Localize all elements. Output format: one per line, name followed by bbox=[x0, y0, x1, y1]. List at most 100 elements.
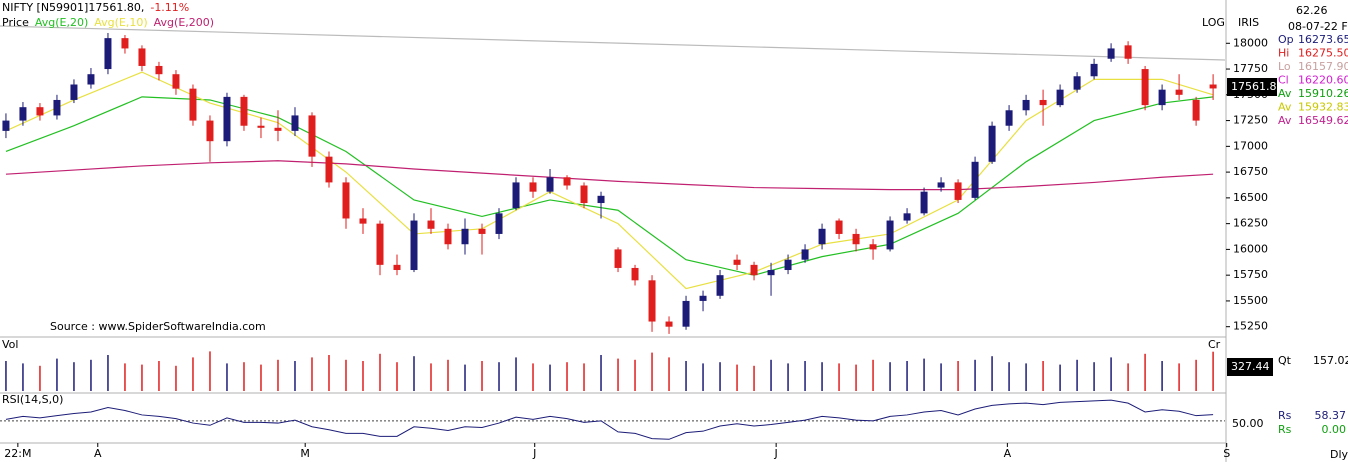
header: NIFTY [N59901]17561.80, -1.11% bbox=[2, 1, 189, 14]
candle-body bbox=[240, 96, 248, 126]
candle-body bbox=[410, 220, 418, 271]
candle-body bbox=[665, 321, 673, 327]
candle-body bbox=[1107, 48, 1115, 59]
legend: Price Avg(E,20) Avg(E,10) Avg(E,200) bbox=[2, 16, 214, 29]
source: Source : www.SpiderSoftwareIndia.com bbox=[50, 320, 266, 333]
candle-body bbox=[1005, 110, 1013, 126]
y-tick-label: 18000 bbox=[1233, 36, 1268, 49]
volume-last: 327.44 bbox=[1231, 360, 1270, 373]
y-tick-label: 16000 bbox=[1233, 242, 1268, 255]
candle-body bbox=[886, 220, 894, 250]
candle-body bbox=[1090, 63, 1098, 77]
rsi-label: RSI(14,S,0) bbox=[2, 393, 63, 406]
legend-entry: Avg(E,200) bbox=[154, 16, 214, 29]
candle-body bbox=[36, 107, 44, 116]
y-tick-label: 16500 bbox=[1233, 191, 1268, 204]
candle-body bbox=[121, 38, 129, 49]
trend-line bbox=[0, 25, 1226, 61]
legend-price: Price bbox=[2, 16, 29, 29]
info-value: 15932.83 bbox=[1298, 101, 1348, 114]
info-date: 08-07-22 Fri bbox=[1288, 20, 1348, 33]
info-label: Av bbox=[1278, 114, 1292, 127]
candle-body bbox=[971, 161, 979, 198]
info-label: Av bbox=[1278, 87, 1292, 100]
candle-body bbox=[393, 264, 401, 271]
indicator: IRIS bbox=[1238, 16, 1259, 29]
candle-body bbox=[563, 177, 571, 186]
y-tick-label: 17750 bbox=[1233, 62, 1268, 75]
volume-unit: Cr bbox=[1208, 338, 1221, 351]
x-tick-label: J bbox=[774, 447, 778, 460]
info-label: Lo bbox=[1278, 60, 1291, 73]
moving-average bbox=[5, 71, 1214, 290]
candle-body bbox=[546, 177, 554, 192]
info-label: Cl bbox=[1278, 74, 1289, 87]
y-tick-label: 16750 bbox=[1233, 165, 1268, 178]
info-value: 16273.65 bbox=[1298, 33, 1348, 46]
candle-body bbox=[937, 182, 945, 188]
candle-body bbox=[70, 84, 78, 100]
candle-body bbox=[427, 220, 435, 229]
y-tick-label: 16250 bbox=[1233, 217, 1268, 230]
moving-average bbox=[5, 96, 1214, 276]
change: -1.11% bbox=[150, 1, 189, 14]
volume-last-box bbox=[1227, 358, 1273, 376]
rsi-readout-label: Rs bbox=[1278, 423, 1292, 436]
candle-body bbox=[954, 182, 962, 200]
y-tick-label: 17250 bbox=[1233, 114, 1268, 127]
candle-body bbox=[342, 182, 350, 219]
info-label: Av bbox=[1278, 101, 1292, 114]
candle-body bbox=[19, 107, 27, 121]
scale-mode: LOG bbox=[1202, 16, 1225, 29]
candle-body bbox=[767, 270, 775, 276]
candle-body bbox=[818, 228, 826, 245]
rsi-readout-label: Rs bbox=[1278, 409, 1292, 422]
candle-body bbox=[274, 127, 282, 131]
candle-body bbox=[2, 120, 10, 131]
candle-body bbox=[138, 48, 146, 66]
x-tick-label: A bbox=[94, 447, 102, 460]
candle-body bbox=[257, 125, 265, 128]
candle-body bbox=[325, 156, 333, 183]
candle-body bbox=[359, 218, 367, 224]
candle-body bbox=[903, 213, 911, 221]
candle-body bbox=[1073, 76, 1081, 90]
x-tick-label: M bbox=[300, 447, 310, 460]
legend-entry: Avg(E,10) bbox=[94, 16, 147, 29]
candle-body bbox=[801, 249, 809, 260]
qt-value: 157.02 bbox=[1313, 354, 1348, 367]
info-value: 16220.60 bbox=[1298, 74, 1348, 87]
candle-body bbox=[478, 228, 486, 234]
candle-body bbox=[223, 96, 231, 142]
last-price: 17561.8 bbox=[1231, 80, 1277, 93]
info-value: 16549.62 bbox=[1298, 114, 1348, 127]
candle-body bbox=[920, 191, 928, 214]
candle-body bbox=[1192, 99, 1200, 121]
candle-body bbox=[1158, 89, 1166, 106]
candle-body bbox=[733, 259, 741, 265]
candle-body bbox=[308, 115, 316, 157]
candle-body bbox=[614, 249, 622, 268]
info-value: 16157.90 bbox=[1298, 60, 1348, 73]
volume-label: Vol bbox=[2, 338, 18, 351]
x-tick-label: 22:M bbox=[4, 447, 31, 460]
candle-body bbox=[631, 267, 639, 281]
candle-body bbox=[597, 195, 605, 204]
candle-body bbox=[104, 38, 112, 70]
qt-label: Qt bbox=[1278, 354, 1292, 367]
x-tick-label: S bbox=[1223, 447, 1230, 460]
legend-entry: Avg(E,20) bbox=[35, 16, 88, 29]
period: Dly bbox=[1330, 448, 1348, 461]
candle-body bbox=[1175, 89, 1183, 95]
moving-average bbox=[5, 160, 1214, 191]
candle-body bbox=[155, 65, 163, 75]
candle-body bbox=[1141, 69, 1149, 106]
x-tick-label: J bbox=[532, 447, 536, 460]
candle-body bbox=[495, 213, 503, 234]
y-tick-label: 15500 bbox=[1233, 294, 1268, 307]
candle-body bbox=[461, 228, 469, 245]
candle-body bbox=[716, 275, 724, 296]
candle-body bbox=[648, 280, 656, 322]
candle-body bbox=[529, 182, 537, 192]
